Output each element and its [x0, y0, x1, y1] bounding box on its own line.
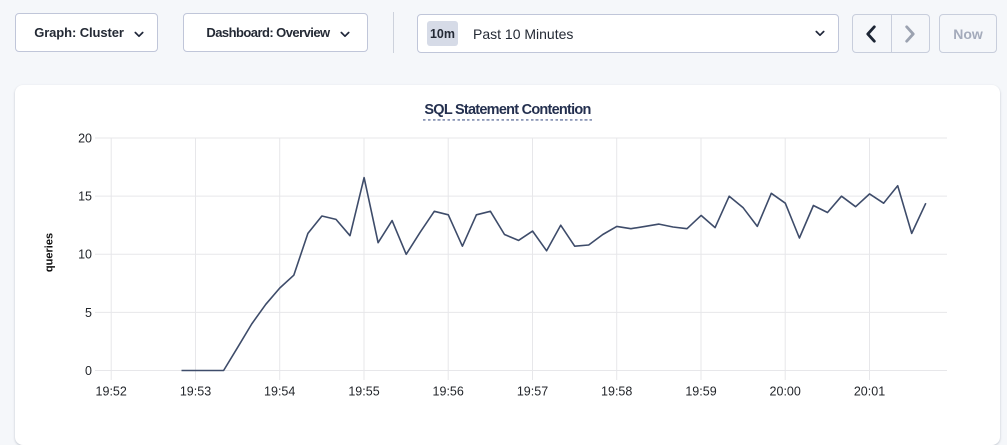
svg-text:19:58: 19:58 [601, 385, 632, 399]
svg-text:queries: queries [44, 233, 56, 272]
svg-text:5: 5 [85, 306, 92, 320]
svg-text:15: 15 [78, 190, 92, 204]
svg-text:0: 0 [85, 364, 92, 378]
svg-text:20:01: 20:01 [854, 385, 885, 399]
svg-text:20: 20 [78, 132, 92, 146]
svg-text:19:57: 19:57 [517, 385, 548, 399]
svg-text:10: 10 [78, 248, 92, 262]
svg-text:19:56: 19:56 [433, 385, 464, 399]
svg-text:19:54: 19:54 [264, 385, 295, 399]
svg-text:19:52: 19:52 [96, 385, 127, 399]
svg-text:20:00: 20:00 [770, 385, 801, 399]
svg-text:19:53: 19:53 [180, 385, 211, 399]
svg-text:19:59: 19:59 [685, 385, 716, 399]
svg-text:19:55: 19:55 [348, 385, 379, 399]
